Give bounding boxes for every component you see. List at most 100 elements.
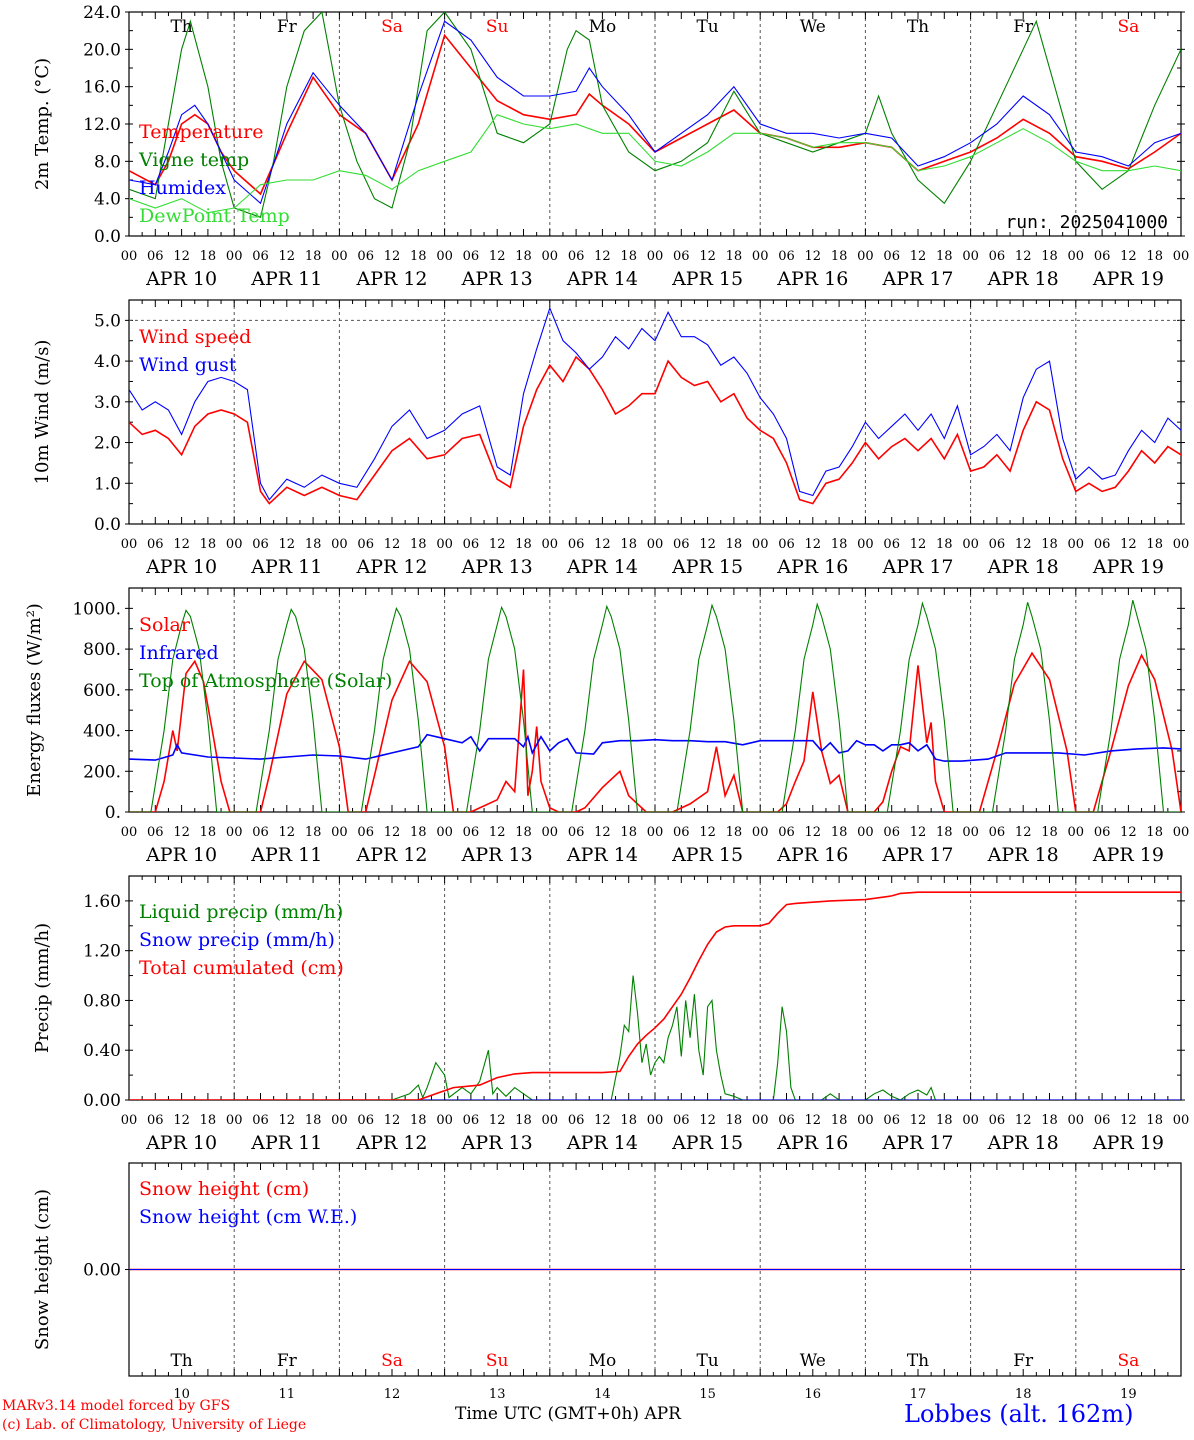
day-name: Fr	[277, 1351, 298, 1371]
day-name: Sa	[1118, 1351, 1140, 1371]
hour-label: 18	[305, 537, 322, 552]
hour-label: 18	[620, 249, 637, 264]
legend-entry: Wind speed	[139, 326, 251, 348]
y-tick-label: 1.0	[94, 474, 121, 494]
hour-label: 12	[910, 537, 927, 552]
y-tick-label: 24.0	[83, 3, 121, 23]
hour-label: 18	[305, 1113, 322, 1128]
day-number: 12	[384, 1387, 401, 1402]
hour-label: 18	[200, 537, 217, 552]
hour-label: 18	[515, 537, 532, 552]
date-label: APR 15	[671, 844, 743, 866]
hour-label: 00	[752, 537, 769, 552]
model-credit: MARv3.14 model forced by GFS	[2, 1398, 231, 1414]
series-line-vigne-temp	[129, 12, 1181, 219]
hour-label: 18	[1041, 249, 1058, 264]
hour-label: 18	[726, 249, 743, 264]
hour-label: 00	[226, 1113, 243, 1128]
day-name: Th	[170, 17, 192, 37]
hour-label: 00	[436, 249, 453, 264]
series-line-infrared	[129, 733, 1181, 762]
y-axis-title: 2m Temp. (°C)	[32, 58, 53, 190]
hour-label: 18	[620, 537, 637, 552]
y-tick-label: 0.	[105, 803, 121, 823]
day-name: Sa	[1118, 17, 1140, 37]
hour-label: 18	[936, 249, 953, 264]
hour-label: 06	[357, 1113, 374, 1128]
hour-label: 00	[962, 1113, 979, 1128]
date-label: APR 13	[461, 556, 533, 578]
hour-label: 12	[699, 825, 716, 840]
run-annotation: run: 2025041000	[1005, 212, 1168, 233]
hour-label: 12	[910, 249, 927, 264]
station-name: Lobbes (alt. 162m)	[904, 1400, 1134, 1428]
date-label: APR 14	[566, 268, 638, 290]
hour-label: 18	[726, 825, 743, 840]
y-tick-label: 0.0	[94, 515, 121, 535]
hour-label: 06	[252, 825, 269, 840]
series-line-dewpoint-temp	[129, 114, 1181, 214]
hour-label: 06	[1094, 249, 1111, 264]
y-tick-label: 1000.	[72, 599, 121, 619]
hour-label: 18	[1146, 249, 1163, 264]
hour-label: 06	[357, 249, 374, 264]
hour-label: 18	[515, 1113, 532, 1128]
hour-label: 00	[436, 537, 453, 552]
x-axis-title: Time UTC (GMT+0h) APR	[455, 1404, 681, 1424]
hour-label: 12	[805, 1113, 822, 1128]
hour-label: 06	[989, 1113, 1006, 1128]
y-tick-label: 8.0	[94, 152, 121, 172]
date-label: APR 16	[776, 1132, 848, 1154]
date-label: APR 19	[1092, 1132, 1164, 1154]
hour-label: 00	[1173, 825, 1190, 840]
hour-label: 00	[226, 249, 243, 264]
legend-entry: Snow height (cm W.E.)	[139, 1206, 357, 1228]
y-tick-label: 5.0	[94, 311, 121, 331]
day-number: 11	[279, 1387, 296, 1402]
y-tick-label: 3.0	[94, 393, 121, 413]
hour-label: 12	[1120, 537, 1137, 552]
hour-label: 06	[989, 537, 1006, 552]
panel-frame	[128, 299, 1182, 525]
date-label: APR 16	[776, 556, 848, 578]
hour-label: 18	[831, 1113, 848, 1128]
date-label: APR 12	[355, 268, 427, 290]
day-name: We	[800, 17, 826, 37]
hour-label: 18	[410, 825, 427, 840]
legend-entry: Temperature	[139, 121, 263, 143]
hour-label: 06	[463, 249, 480, 264]
hour-label: 06	[463, 1113, 480, 1128]
day-number: 10	[173, 1387, 190, 1402]
date-label: APR 11	[250, 556, 322, 578]
legend-entry: Liquid precip (mm/h)	[139, 901, 343, 923]
legend-entry: DewPoint Temp	[139, 205, 290, 227]
hour-label: 00	[962, 825, 979, 840]
hour-label: 18	[200, 825, 217, 840]
hour-label: 12	[594, 249, 611, 264]
hour-label: 18	[1146, 1113, 1163, 1128]
day-name: Su	[486, 1351, 509, 1371]
date-label: APR 16	[776, 268, 848, 290]
day-name: Fr	[1013, 17, 1034, 37]
y-axis-title: Snow height (cm)	[32, 1189, 53, 1350]
hour-label: 00	[331, 825, 348, 840]
hour-label: 06	[1094, 1113, 1111, 1128]
day-name: Sa	[381, 1351, 403, 1371]
hour-label: 18	[410, 537, 427, 552]
hour-label: 00	[1173, 249, 1190, 264]
hour-label: 00	[1068, 825, 1085, 840]
hour-label: 06	[463, 825, 480, 840]
hour-label: 12	[910, 825, 927, 840]
hour-label: 12	[279, 537, 296, 552]
series-line-humidex	[129, 20, 1181, 205]
day-number: 19	[1120, 1387, 1137, 1402]
hour-label: 18	[620, 1113, 637, 1128]
day-name: Su	[486, 17, 509, 37]
day-number: 18	[1015, 1387, 1032, 1402]
hour-label: 12	[489, 249, 506, 264]
lab-credit: (c) Lab. of Climatology, University of L…	[2, 1417, 307, 1433]
date-label: APR 12	[355, 556, 427, 578]
hour-label: 00	[436, 1113, 453, 1128]
hour-label: 00	[962, 249, 979, 264]
hour-label: 12	[173, 1113, 190, 1128]
